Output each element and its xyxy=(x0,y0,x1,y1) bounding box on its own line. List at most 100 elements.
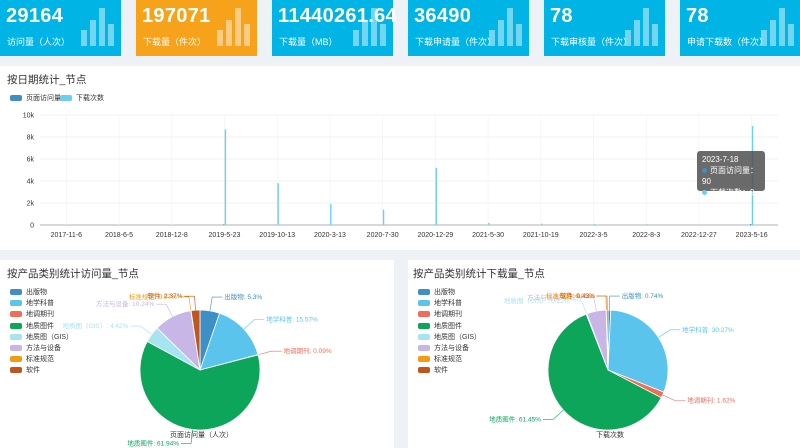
bar-chart-icon xyxy=(625,8,658,46)
legend-label: 出版物 xyxy=(434,289,455,296)
timeline-bar[interactable] xyxy=(224,129,227,225)
x-tick-label: 2019-10-13 xyxy=(259,232,295,239)
pie-slice-label: 地质图件: 61.45% xyxy=(489,414,541,423)
legend-item[interactable]: 软件 xyxy=(418,365,448,375)
legend-label: 地质图件 xyxy=(434,322,462,330)
pie-label-line xyxy=(595,295,607,311)
legend-label: 标准规范 xyxy=(26,356,54,364)
legend-item[interactable]: 出版物 xyxy=(418,287,455,297)
legend-item[interactable]: 地学科普 xyxy=(418,298,462,308)
x-tick-label: 2020-3-13 xyxy=(314,232,346,239)
visits-pie-chart[interactable]: 出版物: 5.3% 地学科普: 15.57% 地调期刊: 0.09% 地质图件: 61… xyxy=(0,260,394,448)
stat-value: 78 xyxy=(550,5,573,27)
tooltip-downloads: 下载次数：9 xyxy=(710,188,755,197)
legend-item[interactable]: 标准规范 xyxy=(10,354,54,364)
stat-card-download-requests[interactable]: 36490 下载申请量（件次） xyxy=(408,0,529,56)
legend-label: 下载次数 xyxy=(76,95,104,102)
legend-item[interactable]: 方法与设备 xyxy=(10,343,61,353)
timeline-bar[interactable] xyxy=(222,224,225,225)
legend-item[interactable]: 标准规范 xyxy=(418,354,462,364)
pie-label-line xyxy=(130,325,152,335)
timeline-bar[interactable] xyxy=(330,204,332,225)
stat-card-downloads[interactable]: 197071 下载量（件次） xyxy=(136,0,257,56)
pie-slice[interactable] xyxy=(139,340,261,431)
legend-swatch xyxy=(10,322,22,329)
y-tick-label: 4k xyxy=(27,179,35,186)
timeline-bar[interactable] xyxy=(277,183,279,225)
legend-item[interactable]: 地质图（GIS） xyxy=(418,332,481,342)
legend-item[interactable]: 地学科普 xyxy=(10,298,54,308)
x-tick-label: 2022-12-27 xyxy=(681,232,717,239)
legend-swatch xyxy=(418,356,430,363)
pie-label-line xyxy=(658,329,681,338)
legend-item[interactable]: 软件 xyxy=(10,365,40,375)
x-tick-label: 2022-3-5 xyxy=(579,232,607,239)
pie-center-label: 页面访问量（人次） xyxy=(170,432,233,439)
downloads-pie-chart[interactable]: 出版物: 0.74% 地学科普: 30.27% 地调期刊: 1.62% 地质图件: 6… xyxy=(408,260,800,448)
pie-center-label: 下载次数 xyxy=(596,432,624,439)
x-tick-label: 2018-12-8 xyxy=(156,232,188,239)
timeline-bar[interactable] xyxy=(593,223,596,225)
y-tick-label: 0 xyxy=(30,223,34,230)
stat-card-download-mb[interactable]: 11440261.64 下载量（MB） xyxy=(272,0,397,56)
stat-label: 申请下载数（件次） xyxy=(687,37,769,47)
legend-swatch xyxy=(418,311,430,318)
timeline-chart[interactable]: 0 2k 4k 6k 8k 10k 2017-11-6 2018-6-5 2018-12-8 20… xyxy=(0,66,800,250)
stat-card-applied-downloads[interactable]: 78 申请下载数（件次） xyxy=(680,0,800,56)
legend-swatch xyxy=(10,300,22,307)
legend-swatch xyxy=(60,95,72,101)
stat-label: 下载量（MB） xyxy=(279,37,338,47)
stat-value: 36490 xyxy=(414,5,472,27)
legend-label: 出版物 xyxy=(26,289,47,296)
pie-slice-label: 出版物: 0.74% xyxy=(622,291,664,300)
pie-slice[interactable] xyxy=(199,312,259,371)
legend-label: 地调期刊 xyxy=(434,311,462,319)
legend-label: 地质图（GIS） xyxy=(434,333,482,341)
legend-item[interactable]: 出版物 xyxy=(10,287,47,297)
x-tick-label: 2017-11-6 xyxy=(51,232,83,239)
pie-label-line xyxy=(583,297,597,312)
timeline-panel: 按日期统计_节点 页面访问量 下载次数 xyxy=(0,66,800,250)
legend-swatch xyxy=(10,289,22,295)
stat-label: 访问量（人次） xyxy=(7,37,71,47)
timeline-bar[interactable] xyxy=(382,209,385,225)
stat-card-visits[interactable]: 29164 访问量（人次） xyxy=(0,0,121,56)
timeline-bar[interactable] xyxy=(699,224,701,225)
x-tick-label: 2019-5-23 xyxy=(209,232,241,239)
pie-slice-label: 软件: 2.37% xyxy=(147,291,182,300)
pie-slice-label: 方法与设备: 5.22% xyxy=(527,292,582,301)
y-tick-label: 10k xyxy=(23,113,35,120)
tooltip-downloads-row: 下载次数：9 xyxy=(702,187,760,198)
stat-cards: 29164 访问量（人次） 197071 下载量（件次） 11440261.64… xyxy=(0,0,800,56)
legend-item-visits[interactable]: 页面访问量 xyxy=(10,93,61,103)
pie-slice-label: 出版物: 5.3% xyxy=(224,292,262,301)
pie-label-line xyxy=(542,409,564,420)
timeline-bar[interactable] xyxy=(540,223,543,225)
stat-card-download-reviews[interactable]: 78 下载审核量（件次） xyxy=(544,0,665,56)
legend-item[interactable]: 地质图件 xyxy=(10,321,54,331)
pie-label-line xyxy=(181,429,194,444)
pie-slice-label: 地调期刊: 1.62% xyxy=(687,396,735,405)
pie-slice-label: 地质图（GIS）: 4.42% xyxy=(63,321,129,330)
x-tick-label: 2023-5-16 xyxy=(736,232,768,239)
timeline-bar[interactable] xyxy=(750,224,752,225)
pie-slice-label: 地学科普: 15.57% xyxy=(266,315,318,324)
pie-slice-label: 地调期刊: 0.09% xyxy=(284,346,332,355)
pie-slice-label: 地质图（GIS）: 0.22% xyxy=(504,296,570,305)
legend-swatch xyxy=(418,367,430,374)
legend-item[interactable]: 地调期刊 xyxy=(10,309,54,319)
timeline-bar[interactable] xyxy=(488,222,490,225)
legend-item-downloads[interactable]: 下载次数 xyxy=(60,93,104,103)
legend-swatch xyxy=(418,289,430,295)
legend-item[interactable]: 方法与设备 xyxy=(418,343,469,353)
pie-label-line xyxy=(156,303,173,317)
legend-item[interactable]: 地调期刊 xyxy=(418,309,462,319)
legend-item[interactable]: 地质图件 xyxy=(418,321,462,331)
x-tick-label: 2020-12-29 xyxy=(417,232,453,239)
legend-item[interactable]: 地质图（GIS） xyxy=(10,332,73,342)
legend-swatch xyxy=(10,95,22,101)
timeline-bar[interactable] xyxy=(435,167,437,225)
pie-slice-label: 方法与设备: 10.24% xyxy=(96,299,154,308)
timeline-bar[interactable] xyxy=(646,224,648,225)
pie-slice-label: 标准规范: 0.05% xyxy=(546,291,594,300)
